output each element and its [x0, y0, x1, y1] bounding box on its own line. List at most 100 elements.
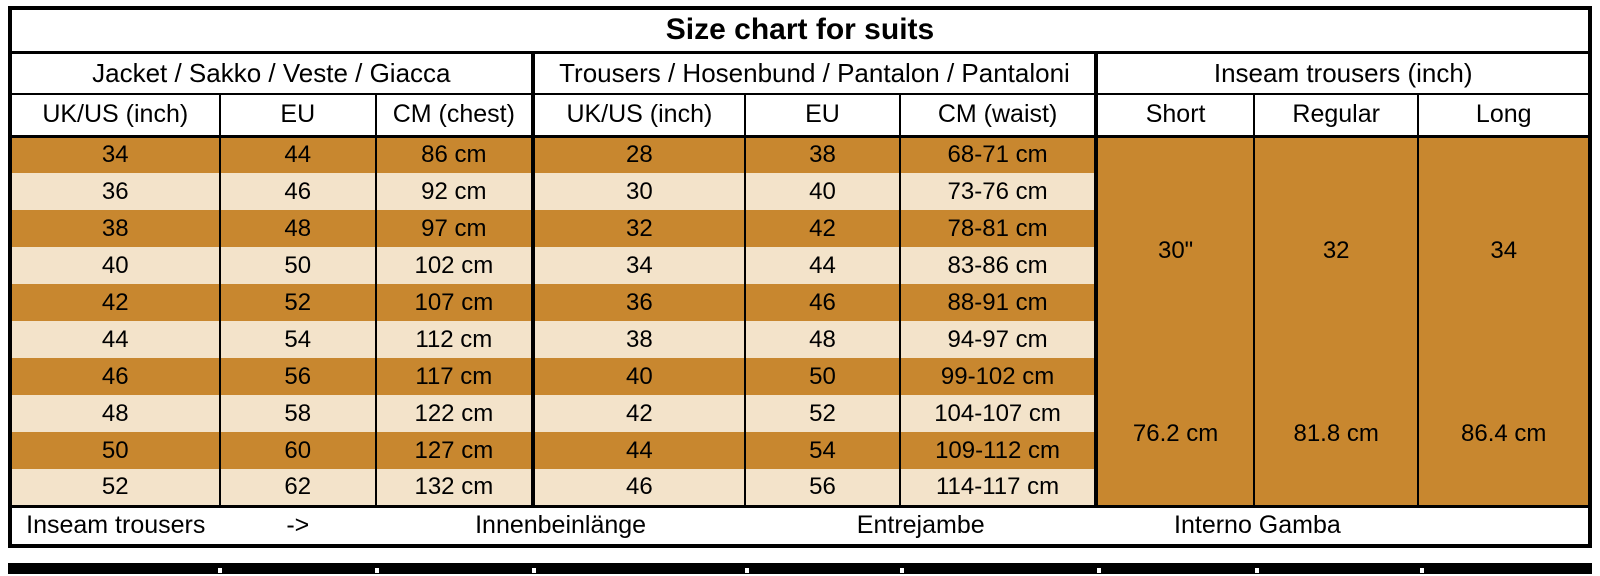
jacket-ukus-cell: 48: [10, 395, 220, 432]
trousers-eu-cell: 54: [744, 432, 900, 469]
trousers-ukus-cell: 32: [530, 210, 746, 247]
jacket-eu-cell: 50: [218, 247, 377, 284]
trousers-cm-cell: 114-117 cm: [898, 469, 1097, 506]
jacket-ukus-cell: 46: [10, 358, 220, 395]
table-row: 34 44 86 cm 28 38 68-71 cm 30" 76.2 cm 3…: [10, 136, 1590, 506]
jacket-ukus-cell: 44: [10, 321, 220, 358]
trousers-cm-cell: 78-81 cm: [898, 210, 1097, 247]
inseam-short-cell: 30" 76.2 cm: [1094, 136, 1254, 506]
jacket-eu-cell: 48: [218, 210, 377, 247]
footer-row: Inseam trousers -> Innenbeinlänge Entrej…: [10, 504, 1590, 546]
trousers-ukus-cell: 36: [530, 284, 746, 321]
trousers-ukus-cell: 28: [530, 136, 746, 173]
trousers-cm-cell: 88-91 cm: [898, 284, 1097, 321]
col-header-inseam-short: Short: [1094, 94, 1254, 138]
jacket-cm-cell: 92 cm: [375, 173, 533, 210]
title-row: Size chart for suits: [10, 8, 1590, 54]
trousers-cm-cell: 109-112 cm: [898, 432, 1097, 469]
table-row: 48 58 122 cm 42 52 104-107 cm: [10, 395, 1590, 432]
column-tick: [1420, 568, 1425, 573]
trousers-eu-cell: 50: [744, 358, 900, 395]
jacket-ukus-cell: 34: [10, 136, 220, 173]
trousers-cm-cell: 99-102 cm: [898, 358, 1097, 395]
trousers-ukus-cell: 46: [530, 469, 746, 506]
inseam-regular-inch: 32: [1322, 236, 1350, 264]
trousers-ukus-cell: 44: [530, 432, 746, 469]
column-tick: [900, 568, 905, 573]
group-header-trousers: Trousers / Hosenbund / Pantalon / Pantal…: [530, 52, 1097, 95]
group-header-jacket: Jacket / Sakko / Veste / Giacca: [10, 52, 533, 95]
jacket-ukus-cell: 40: [10, 247, 220, 284]
footer-label-it: Interno Gamba: [1096, 504, 1419, 546]
col-header-trousers-cm: CM (waist): [898, 94, 1097, 138]
trousers-ukus-cell: 38: [530, 321, 746, 358]
page-title: Size chart for suits: [10, 8, 1590, 54]
col-header-trousers-eu: EU: [744, 94, 900, 138]
jacket-cm-cell: 107 cm: [375, 284, 533, 321]
column-tick: [218, 568, 223, 573]
col-header-jacket-cm: CM (chest): [375, 94, 533, 138]
jacket-eu-cell: 54: [218, 321, 377, 358]
trousers-eu-cell: 52: [744, 395, 900, 432]
footer-label-de: Innenbeinlänge: [376, 504, 746, 546]
column-tick: [1255, 568, 1260, 573]
col-header-jacket-eu: EU: [218, 94, 377, 138]
trousers-eu-cell: 38: [744, 136, 900, 173]
footer-spacer: [1418, 504, 1590, 546]
jacket-ukus-cell: 42: [10, 284, 220, 321]
jacket-cm-cell: 102 cm: [375, 247, 533, 284]
inseam-regular-cm: 81.8 cm: [1293, 420, 1379, 448]
table-row: 38 48 97 cm 32 42 78-81 cm: [10, 210, 1590, 247]
jacket-cm-cell: 112 cm: [375, 321, 533, 358]
col-header-inseam-regular: Regular: [1252, 94, 1419, 138]
column-tick: [375, 568, 379, 573]
inseam-short-cm: 76.2 cm: [1132, 420, 1219, 448]
column-header-row: UK/US (inch) EU CM (chest) UK/US (inch) …: [10, 94, 1590, 138]
inseam-long-inch: 34: [1490, 236, 1518, 264]
jacket-ukus-cell: 52: [10, 469, 220, 506]
table-row: 46 56 117 cm 40 50 99-102 cm: [10, 358, 1590, 395]
table-header: Size chart for suits Jacket / Sakko / Ve…: [10, 8, 1590, 138]
trousers-ukus-cell: 42: [530, 395, 746, 432]
trousers-eu-cell: 48: [744, 321, 900, 358]
jacket-cm-cell: 97 cm: [375, 210, 533, 247]
table-row: 42 52 107 cm 36 46 88-91 cm: [10, 284, 1590, 321]
group-header-inseam: Inseam trousers (inch): [1094, 52, 1590, 95]
table-footer: Inseam trousers -> Innenbeinlänge Entrej…: [10, 504, 1590, 546]
jacket-cm-cell: 86 cm: [375, 136, 533, 173]
jacket-eu-cell: 62: [218, 469, 377, 506]
jacket-eu-cell: 58: [218, 395, 377, 432]
bottom-edge-strip: [8, 563, 1592, 574]
trousers-cm-cell: 83-86 cm: [898, 247, 1097, 284]
footer-arrow: ->: [219, 504, 377, 546]
table-body: 34 44 86 cm 28 38 68-71 cm 30" 76.2 cm 3…: [10, 136, 1590, 506]
jacket-cm-cell: 117 cm: [375, 358, 533, 395]
trousers-cm-cell: 94-97 cm: [898, 321, 1097, 358]
jacket-ukus-cell: 36: [10, 173, 220, 210]
column-tick: [1097, 568, 1102, 573]
col-header-trousers-ukus: UK/US (inch): [530, 94, 746, 138]
inseam-short-inch: 30": [1157, 236, 1194, 264]
column-tick: [745, 568, 750, 573]
jacket-ukus-cell: 50: [10, 432, 220, 469]
trousers-eu-cell: 42: [744, 210, 900, 247]
trousers-eu-cell: 44: [744, 247, 900, 284]
trousers-eu-cell: 46: [744, 284, 900, 321]
group-header-row: Jacket / Sakko / Veste / Giacca Trousers…: [10, 52, 1590, 95]
jacket-eu-cell: 60: [218, 432, 377, 469]
column-tick: [531, 568, 536, 573]
col-header-inseam-long: Long: [1417, 94, 1590, 138]
trousers-ukus-cell: 34: [530, 247, 746, 284]
table-row: 50 60 127 cm 44 54 109-112 cm: [10, 432, 1590, 469]
table-row: 44 54 112 cm 38 48 94-97 cm: [10, 321, 1590, 358]
trousers-eu-cell: 40: [744, 173, 900, 210]
jacket-cm-cell: 132 cm: [375, 469, 533, 506]
jacket-eu-cell: 46: [218, 173, 377, 210]
table-row: 52 62 132 cm 46 56 114-117 cm: [10, 469, 1590, 506]
jacket-eu-cell: 56: [218, 358, 377, 395]
table-row: 36 46 92 cm 30 40 73-76 cm: [10, 173, 1590, 210]
trousers-cm-cell: 68-71 cm: [898, 136, 1097, 173]
jacket-eu-cell: 44: [218, 136, 377, 173]
inseam-long-cm: 86.4 cm: [1461, 420, 1547, 448]
